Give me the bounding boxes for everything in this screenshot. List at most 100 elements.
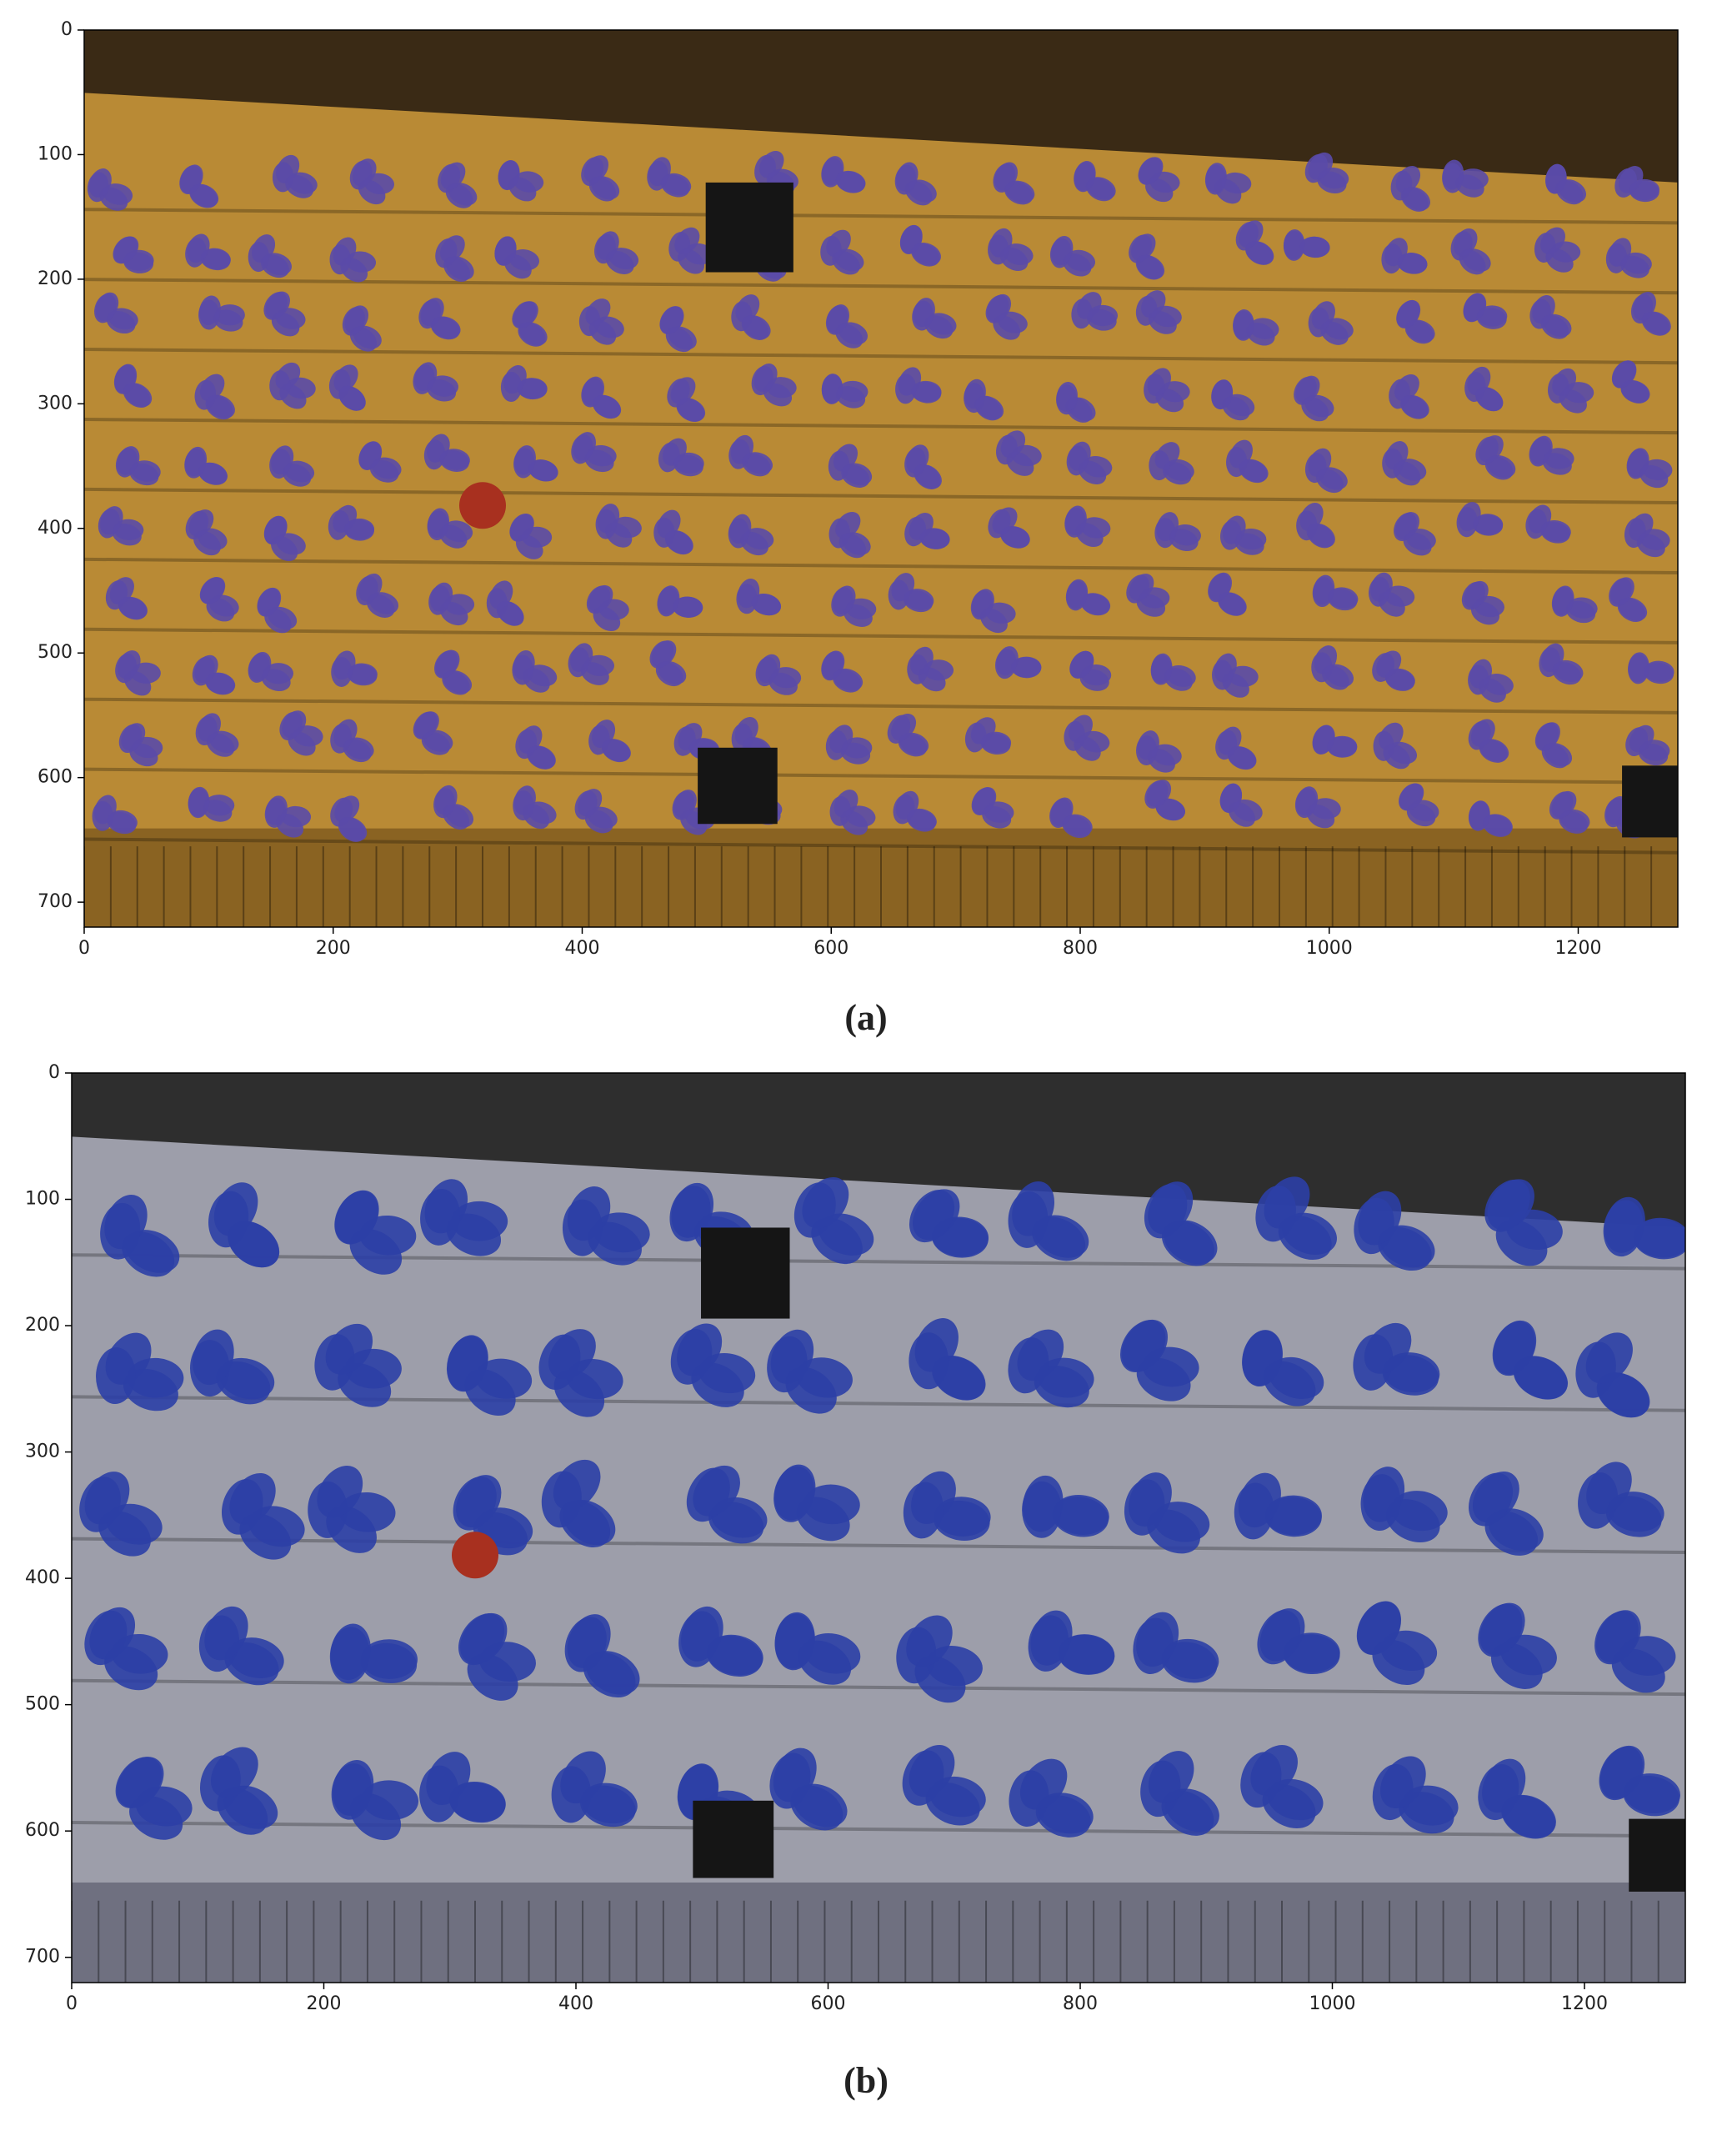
- plant-leaf: [527, 801, 557, 825]
- plant-leaf: [338, 817, 366, 842]
- y-tick-label: 600: [25, 1820, 60, 1841]
- plant-leaf: [1639, 464, 1669, 489]
- axes-frame: [83, 29, 1679, 928]
- plant-leaf: [912, 300, 934, 331]
- plant-leaf: [1364, 1322, 1412, 1374]
- plant-leaf: [100, 506, 123, 535]
- y-tick-label: 0: [61, 19, 73, 40]
- plant-leaf: [972, 787, 997, 815]
- marker: [1629, 1818, 1685, 1892]
- plant-leaf: [912, 243, 941, 266]
- plant-leaf: [1594, 1611, 1639, 1665]
- plant-leaf: [271, 312, 300, 337]
- tray-row: [84, 767, 1678, 785]
- plant-leaf: [898, 734, 928, 757]
- plant-leaf: [903, 1482, 944, 1539]
- plant-leaf: [1551, 790, 1577, 819]
- plant-leaf: [771, 667, 802, 689]
- plant-leaf: [288, 731, 316, 756]
- plant-leaf: [421, 731, 450, 755]
- plant-leaf: [107, 811, 137, 835]
- plant-leaf: [1470, 601, 1500, 625]
- plant-leaf: [1052, 1497, 1109, 1537]
- plant-leaf: [988, 509, 1011, 539]
- plant-leaf: [433, 788, 455, 819]
- plant-leaf: [1604, 1196, 1645, 1253]
- x-tick-label: 400: [558, 1993, 593, 2014]
- plant-leaf: [330, 1623, 371, 1681]
- plant-leaf: [1056, 382, 1078, 412]
- plant-leaf: [199, 577, 225, 604]
- plant-leaf: [1390, 170, 1413, 201]
- plant-leaf: [420, 298, 444, 327]
- plant-leaf: [996, 646, 1019, 676]
- photo-bottom-rail: [84, 828, 1678, 927]
- plant-leaf: [184, 448, 206, 479]
- plant-leaf: [1399, 1792, 1454, 1834]
- plant-leaf: [755, 656, 778, 687]
- plant-leaf: [513, 301, 538, 328]
- x-tick-label: 1200: [1555, 938, 1602, 959]
- plant-leaf: [1564, 382, 1594, 404]
- plant-leaf: [1324, 318, 1354, 340]
- plant-leaf: [118, 596, 148, 619]
- plant-leaf: [1227, 746, 1256, 770]
- y-tick-label: 400: [25, 1567, 60, 1588]
- plant-leaf: [730, 434, 753, 464]
- plant-leaf: [832, 585, 856, 614]
- plant-leaf: [1559, 810, 1589, 834]
- plant-leaf: [1144, 1184, 1188, 1239]
- plant-leaf: [1604, 798, 1627, 828]
- tray-row: [84, 348, 1678, 365]
- plant-leaf: [347, 663, 378, 684]
- plant-leaf: [334, 1191, 378, 1245]
- plant-leaf: [661, 173, 692, 196]
- plant-leaf: [1164, 459, 1194, 481]
- plant-leaf: [1121, 1319, 1168, 1371]
- plant-leaf: [1164, 1788, 1219, 1833]
- tray-row: [84, 837, 1678, 855]
- plant-leaf: [1008, 1191, 1049, 1248]
- plant-leaf: [647, 160, 668, 191]
- plant-leaf: [667, 379, 690, 408]
- plant-leaf: [981, 731, 1012, 753]
- plant-leaf: [741, 315, 769, 340]
- plant-leaf: [193, 530, 221, 556]
- plant-leaf: [1404, 320, 1434, 344]
- plant-leaf: [494, 236, 517, 266]
- plant-leaf: [330, 723, 352, 754]
- plant-leaf: [578, 306, 601, 337]
- plant-leaf: [112, 524, 142, 546]
- plant-leaf: [1242, 1330, 1283, 1387]
- plant-leaf: [1622, 252, 1652, 274]
- plant-leaf: [1264, 1495, 1322, 1536]
- plant-leaf: [1585, 1332, 1633, 1384]
- plant-leaf: [205, 672, 236, 694]
- plant-leaf: [88, 168, 112, 198]
- plant-leaf: [1019, 1758, 1068, 1810]
- y-tick-label: 500: [38, 642, 73, 663]
- plant-leaf: [681, 1606, 723, 1662]
- plant-leaf: [1536, 722, 1560, 750]
- plant-leaf: [92, 800, 113, 831]
- plant-leaf: [1164, 1220, 1218, 1265]
- marker: [705, 182, 793, 273]
- plant-leaf: [1618, 166, 1644, 193]
- plant-leaf: [194, 379, 216, 410]
- plant-leaf: [329, 244, 351, 275]
- plant-leaf: [96, 1347, 136, 1405]
- plant-leaf: [106, 1503, 163, 1545]
- plant-leaf: [1586, 1462, 1632, 1514]
- plant-leaf: [129, 1796, 183, 1840]
- plant-leaf: [1541, 643, 1564, 673]
- x-tick-label: 1200: [1561, 1993, 1608, 2014]
- plant-leaf: [735, 294, 760, 323]
- x-tick-label: 600: [811, 1993, 846, 2014]
- plant-leaf: [985, 294, 1009, 323]
- plant-leaf: [1023, 1475, 1064, 1532]
- x-tick-label: 0: [66, 1993, 78, 2014]
- plant-leaf: [353, 325, 382, 349]
- plant-leaf: [1620, 380, 1649, 404]
- plant-leaf: [1391, 1491, 1448, 1532]
- plant-leaf: [281, 805, 312, 828]
